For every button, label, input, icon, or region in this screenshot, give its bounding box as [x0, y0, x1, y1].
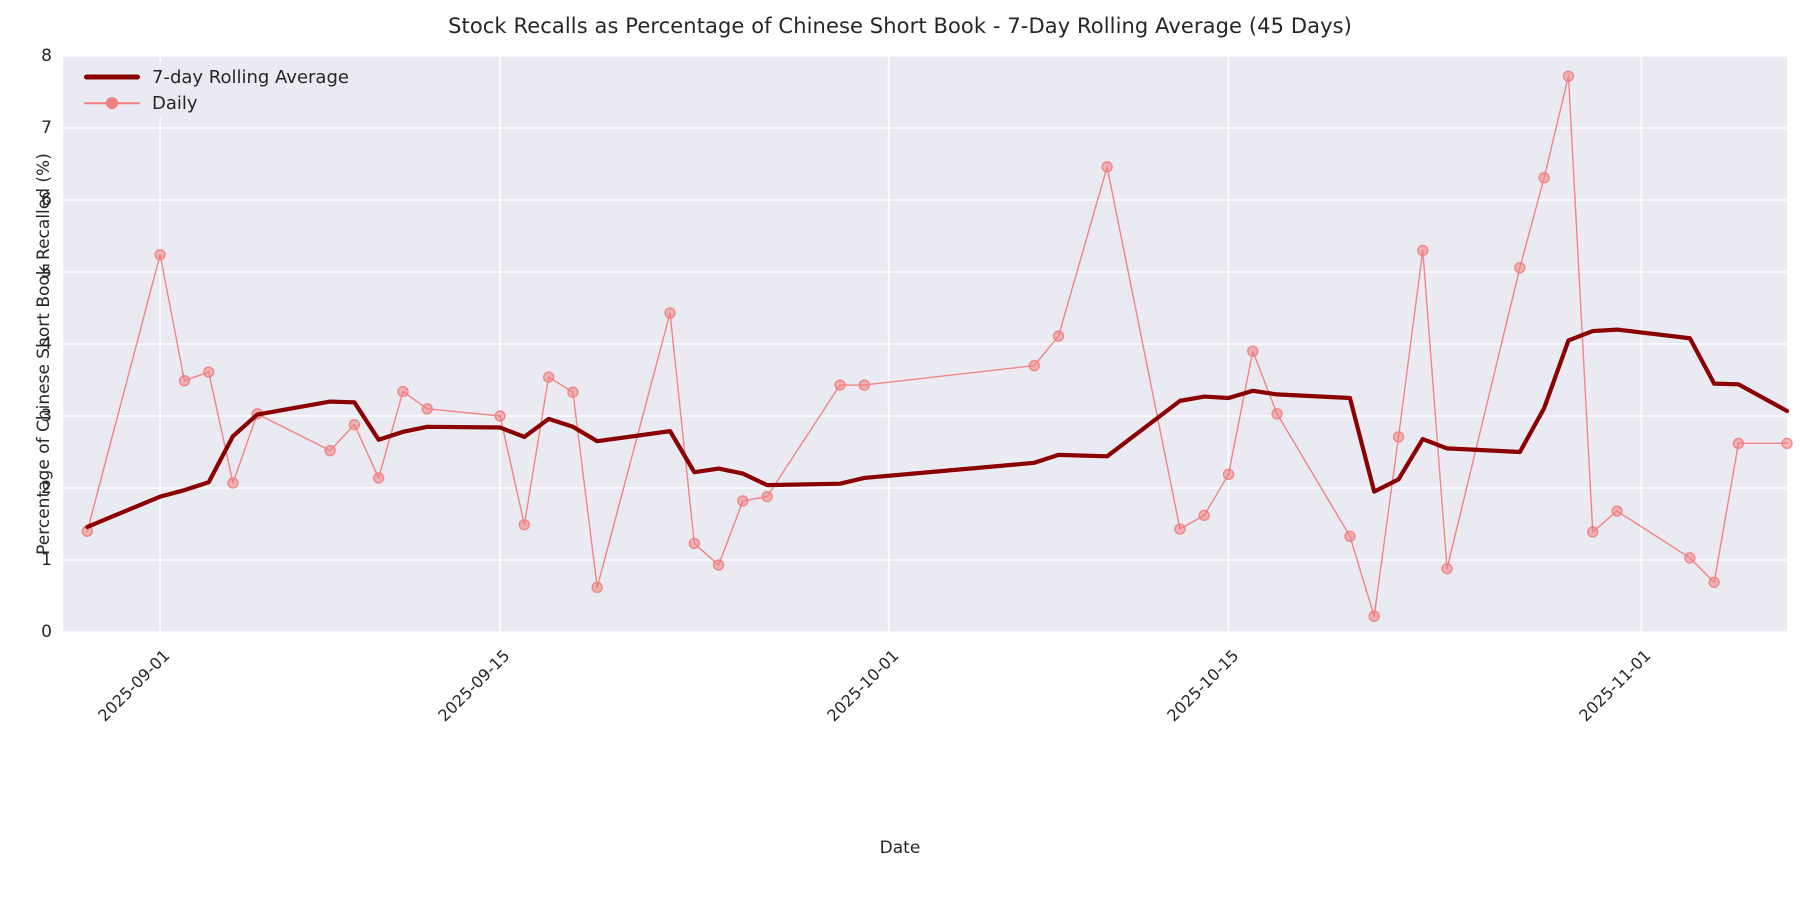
plot-area	[63, 56, 1787, 632]
x-tick-label: 2025-10-15	[1162, 646, 1242, 726]
y-tick-label: 0	[41, 622, 52, 642]
y-tick-label: 1	[41, 550, 52, 570]
y-tick-label: 4	[41, 334, 52, 354]
legend-item-rolling-average[interactable]: 7-day Rolling Average	[84, 64, 349, 90]
y-tick-label: 3	[41, 406, 52, 426]
y-tick-label: 2	[41, 478, 52, 498]
legend-swatch-daily	[84, 92, 140, 114]
chart-title: Stock Recalls as Percentage of Chinese S…	[448, 14, 1352, 38]
x-tick-label: 2025-10-01	[822, 646, 902, 726]
y-tick-label: 5	[41, 262, 52, 282]
legend-label-rolling-average: 7-day Rolling Average	[152, 66, 349, 88]
legend-swatch-rolling-average	[84, 66, 140, 88]
y-tick-label: 6	[41, 190, 52, 210]
x-tick-label: 2025-11-01	[1575, 646, 1655, 726]
x-tick-label: 2025-09-01	[94, 646, 174, 726]
legend-label-daily: Daily	[152, 92, 198, 114]
x-tick-label: 2025-09-15	[434, 646, 514, 726]
legend-item-daily[interactable]: Daily	[84, 90, 349, 116]
y-tick-label: 8	[41, 46, 52, 66]
y-tick-label: 7	[41, 118, 52, 138]
x-axis-label: Date	[879, 838, 921, 858]
chart-legend: 7-day Rolling Average Daily	[78, 62, 355, 118]
